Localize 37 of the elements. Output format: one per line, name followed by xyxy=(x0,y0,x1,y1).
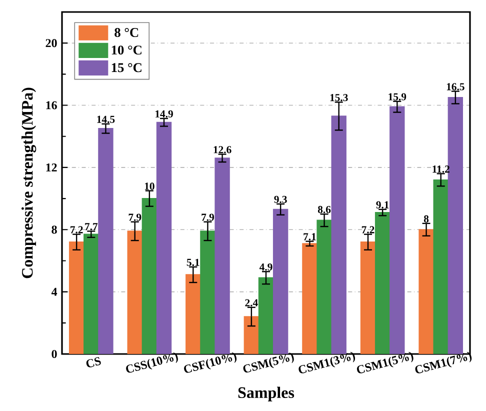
data-label: 7.9 xyxy=(202,214,214,221)
data-label: 14.5 xyxy=(97,116,115,123)
data-label: 8.6 xyxy=(318,206,331,214)
data-label: 7.2 xyxy=(70,226,83,234)
data-label: 14.9 xyxy=(156,110,173,118)
y-tick-label: 8 xyxy=(52,226,57,234)
data-label: 9.1 xyxy=(376,201,389,208)
bar xyxy=(214,158,230,354)
data-label: 15.9 xyxy=(388,93,406,100)
data-label: 2.4 xyxy=(245,299,258,306)
x-tick-label: CS xyxy=(86,357,101,368)
data-label: 7.2 xyxy=(362,226,374,234)
data-label: 15.3 xyxy=(330,94,348,102)
bar xyxy=(98,128,114,354)
data-label: 9.3 xyxy=(274,196,287,204)
y-tick-label: 12 xyxy=(46,163,57,172)
data-label: 12.6 xyxy=(214,146,232,154)
y-tick-label: 4 xyxy=(51,288,58,296)
legend-label: 15 °C xyxy=(112,63,142,72)
legend-label: 10 °C xyxy=(112,46,142,55)
data-label: 5.1 xyxy=(186,258,200,266)
bar xyxy=(156,122,172,354)
data-label: 8 xyxy=(424,215,429,222)
y-tick-label: 16 xyxy=(46,101,57,110)
y-tick-label: 20 xyxy=(46,39,57,48)
bar xyxy=(272,208,288,354)
data-label: 7.9 xyxy=(128,214,142,221)
data-label: 7.7 xyxy=(85,223,98,230)
x-tick-label: CSM(5%) xyxy=(243,352,294,373)
legend-label: 8 °C xyxy=(114,28,138,38)
data-label: 4.9 xyxy=(259,263,272,271)
x-axis-title: Samples xyxy=(238,386,294,402)
y-tick-label: 0 xyxy=(52,350,57,358)
data-label: 16.5 xyxy=(446,83,464,90)
data-label: 7.1 xyxy=(304,233,316,240)
data-label: 10 xyxy=(144,182,154,190)
y-axis-title: Compressive strength(MPa) xyxy=(22,88,36,278)
